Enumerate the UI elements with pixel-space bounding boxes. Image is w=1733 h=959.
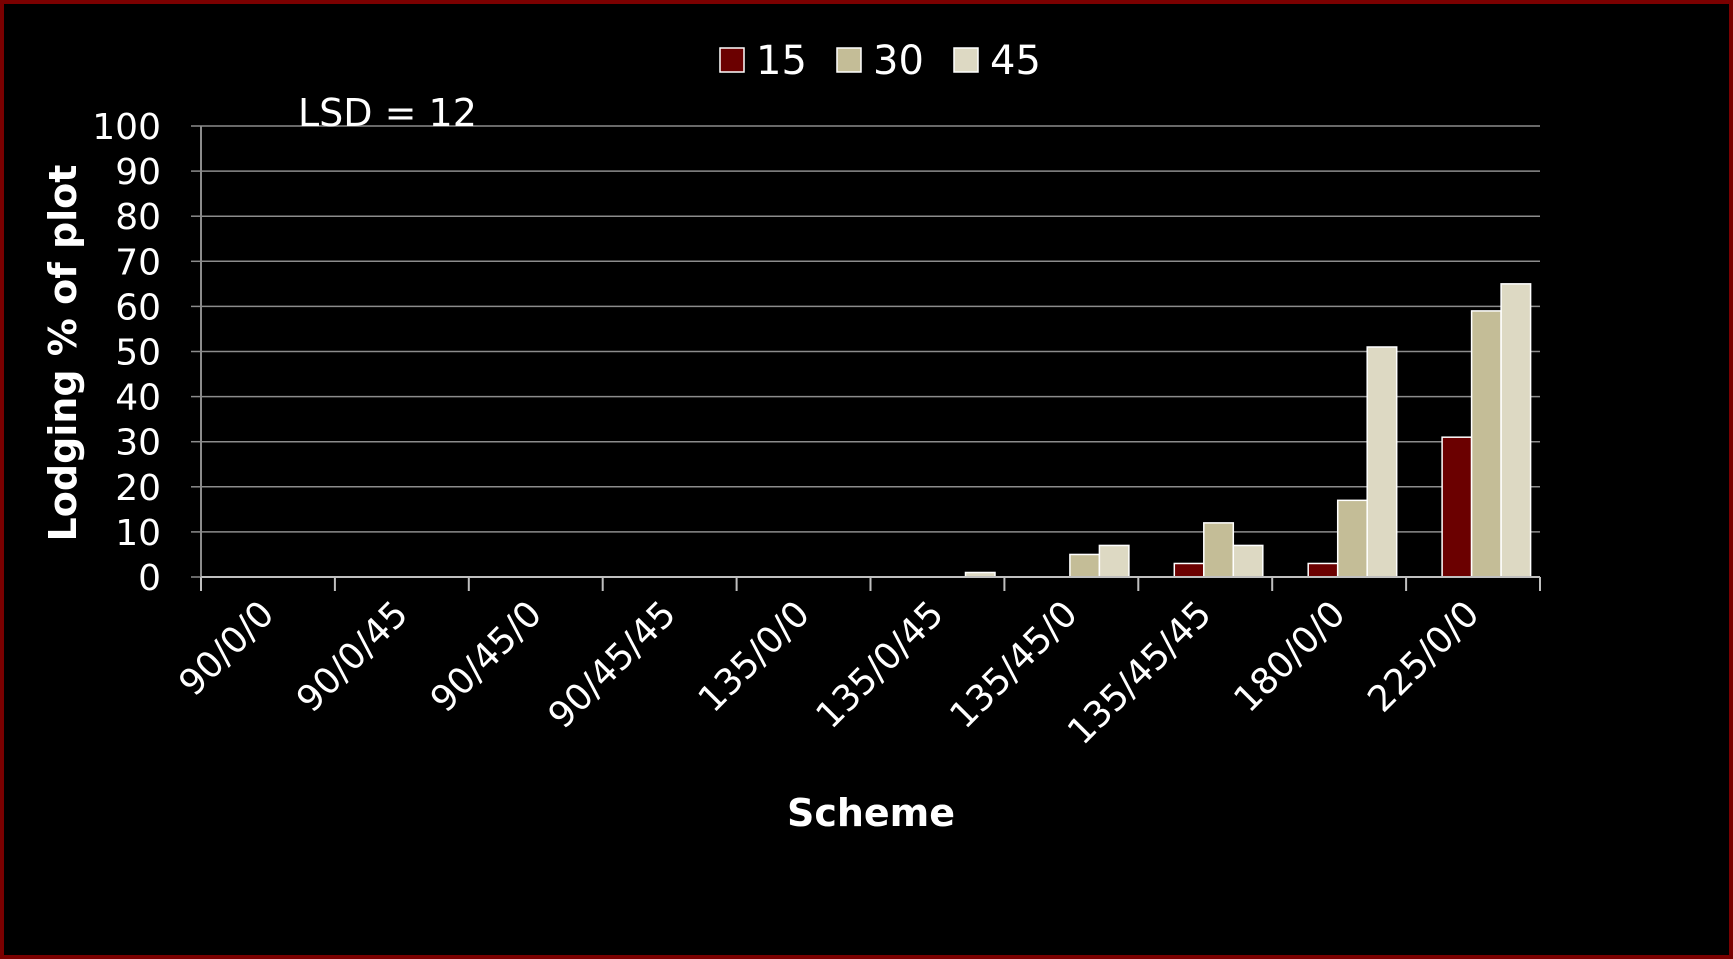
x-tick-label-135/0/45: 135/0/45 [808,593,951,736]
legend-swatch-15 [719,47,745,73]
gridlines [191,125,1540,578]
bar-180/0/0-series-30 [1336,499,1368,578]
bar-135/45/45-series-30 [1203,522,1235,578]
y-tick-label-10: 10 [115,513,161,554]
bar-135/45/0-series-30 [1069,553,1101,578]
y-tick-label-70: 70 [115,242,161,283]
lsd-annotation: LSD = 12 [298,91,477,135]
bar-225/0/0-series-15 [1441,436,1473,578]
legend-swatch-30 [836,47,862,73]
y-tick-label-60: 60 [115,287,161,328]
y-tick-label-90: 90 [115,152,161,193]
bar-180/0/0-series-45 [1366,346,1398,578]
y-tick-label-80: 80 [115,197,161,238]
x-tick-label-90/45/45: 90/45/45 [541,593,684,736]
bar-225/0/0-series-30 [1470,310,1502,578]
bar-135/45/45-series-15 [1173,562,1205,578]
legend-label-30: 30 [873,38,924,84]
x-tick-label-135/0/0: 135/0/0 [691,593,818,720]
bar-225/0/0-series-45 [1500,283,1532,578]
bar-180/0/0-series-15 [1307,562,1339,578]
x-tick-label-225/0/0: 225/0/0 [1360,593,1487,720]
y-tick-label-0: 0 [138,558,161,599]
y-tick-label-50: 50 [115,333,161,374]
x-tick-label-90/45/0: 90/45/0 [423,593,550,720]
y-tick-label-40: 40 [115,378,161,419]
y-axis-title: Lodging % of plot [41,165,85,542]
bar-135/45/0-series-45 [1098,544,1130,578]
x-tick-label-135/45/45: 135/45/45 [1060,593,1220,753]
legend-label-45: 45 [990,38,1041,84]
y-tick-label-20: 20 [115,468,161,509]
x-tick-labels: 90/0/0 90/0/45 90/45/090/45/45 135/0/0135/0… [171,593,1487,753]
x-tick-label-90/0/45: 90/0/45 [289,593,416,720]
y-tick-label-100: 100 [92,107,161,148]
x-tick-label-135/45/0: 135/45/0 [942,593,1085,736]
legend-swatch-45 [953,47,979,73]
legend-label-15: 15 [756,38,807,84]
axes [200,126,1541,591]
bar-135/45/45-series-45 [1232,544,1264,578]
x-axis-title: Scheme [787,791,955,835]
x-tick-label-180/0/0: 180/0/0 [1226,593,1353,720]
bars [964,283,1532,578]
legend: 15 30 45 [719,38,1041,84]
x-tick-label-90/0/0: 90/0/0 [171,593,282,704]
y-tick-label-30: 30 [115,423,161,464]
